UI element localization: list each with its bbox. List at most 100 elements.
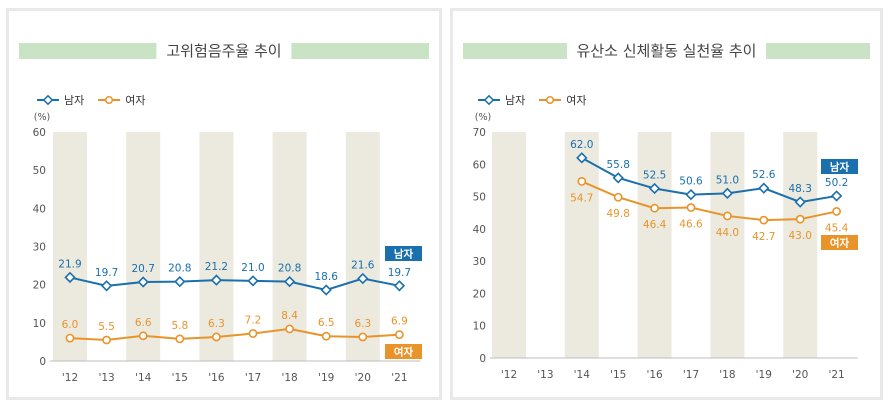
title-band-left xyxy=(463,43,573,59)
chart-title: 유산소 신체활동 실천율 추이 xyxy=(566,41,767,61)
data-label-male: 21.9 xyxy=(58,258,81,270)
y-tick-label: 60 xyxy=(473,159,486,171)
series-line-female xyxy=(581,180,837,222)
chart-panel-aerobic-activity: 유산소 신체활동 실천율 추이 남자 여자 0 10 20 30 40 50 60 70 (%)… xyxy=(450,8,883,400)
y-tick-label: 30 xyxy=(33,242,46,254)
x-tick-label: '21 xyxy=(391,372,407,384)
data-label-female: 5.8 xyxy=(171,320,188,332)
data-point-female xyxy=(358,332,368,342)
chart-title: 고위험음주율 추이 xyxy=(156,41,292,61)
y-tick-label: 50 xyxy=(473,192,486,204)
data-label-male: 21.0 xyxy=(241,262,264,274)
x-tick-label: '12 xyxy=(501,369,517,381)
data-label-female: 6.3 xyxy=(354,318,371,330)
column-band xyxy=(345,132,380,361)
data-label-male: 20.8 xyxy=(168,263,191,275)
y-tick-label: 30 xyxy=(473,256,486,268)
data-point-female xyxy=(613,192,623,202)
data-label-male: 20.7 xyxy=(132,263,155,275)
data-point-male xyxy=(830,190,843,202)
legend-label-female: 여자 xyxy=(566,94,587,107)
x-tick-label: '16 xyxy=(208,372,225,384)
y-tick-label: 40 xyxy=(33,203,46,215)
y-tick-label: 0 xyxy=(479,353,486,365)
title-band-left xyxy=(19,43,171,59)
data-point-female xyxy=(577,176,587,186)
x-tick-label: '14 xyxy=(574,369,591,381)
data-point-female xyxy=(722,211,732,221)
column-band xyxy=(53,132,87,361)
data-label-female: 6.0 xyxy=(62,319,79,331)
legend-label-female: 여자 xyxy=(125,94,146,107)
data-label-male: 48.3 xyxy=(789,183,812,195)
x-tick-label: '15 xyxy=(172,372,188,384)
data-label-male: 19.7 xyxy=(95,267,118,279)
x-tick-label: '20 xyxy=(355,372,371,384)
column-band xyxy=(564,132,599,358)
legend: 남자 여자 xyxy=(478,92,587,108)
data-point-male xyxy=(247,275,259,287)
data-label-female: 46.4 xyxy=(643,219,667,231)
line-chart-aerobic-activity: 0 10 20 30 40 50 60 70 (%) '12 '13 '14 '15 '16 '17 '18 '… xyxy=(473,112,858,381)
data-point-female xyxy=(795,214,805,224)
column-band xyxy=(710,132,745,358)
data-point-male xyxy=(320,284,332,296)
data-point-female xyxy=(65,333,75,343)
series-line-male xyxy=(69,276,400,292)
legend-item-male: 남자 xyxy=(37,92,84,108)
x-tick-label: '13 xyxy=(98,372,114,384)
y-tick-label: 70 xyxy=(473,127,486,139)
data-point-male xyxy=(612,172,624,184)
data-point-male xyxy=(100,280,113,292)
data-point-male xyxy=(648,182,661,195)
data-label-female: 6.5 xyxy=(318,317,335,329)
y-tick-label: 10 xyxy=(33,318,46,330)
data-point-male xyxy=(685,188,697,201)
data-label-female: 8.4 xyxy=(281,310,298,322)
data-point-male xyxy=(64,271,76,284)
line-chart-high-risk-drinking: 0 10 20 30 40 50 60 (%) '12 '13 '14 '15 '16 '17 '18 '19… xyxy=(33,112,422,384)
data-label-male: 19.7 xyxy=(388,267,411,279)
series-tag-label-male: 남자 xyxy=(394,248,414,261)
x-tick-label: '14 xyxy=(135,372,152,384)
title-band-right xyxy=(762,43,870,59)
chart-panel-high-risk-drinking: 고위험음주율 추이 남자 여자 0 10 20 30 40 50 60 (%) '12 '13 '1… xyxy=(6,8,442,400)
data-point-male xyxy=(210,274,223,286)
data-point-female xyxy=(686,203,696,212)
data-label-male: 21.6 xyxy=(351,260,375,272)
data-point-female xyxy=(138,331,148,341)
series-tag-female xyxy=(821,235,858,250)
data-point-male xyxy=(283,275,296,288)
legend-label-male: 남자 xyxy=(64,94,85,107)
column-band xyxy=(492,132,526,358)
series-tag-label-male: 남자 xyxy=(830,161,850,174)
column-band xyxy=(126,132,161,361)
data-point-female xyxy=(759,215,769,225)
x-tick-label: '13 xyxy=(537,369,553,381)
data-label-male: 21.2 xyxy=(205,261,228,273)
legend-item-male: 남자 xyxy=(478,92,525,108)
data-label-male: 51.0 xyxy=(716,174,739,186)
female-line-icon xyxy=(98,95,121,105)
x-tick-label: '17 xyxy=(245,372,261,384)
data-label-female: 6.3 xyxy=(208,318,225,330)
column-band xyxy=(783,132,818,358)
data-point-male xyxy=(393,280,406,292)
data-point-female xyxy=(321,331,331,341)
data-point-female xyxy=(394,330,404,340)
data-point-female xyxy=(285,324,294,334)
column-band xyxy=(199,132,234,361)
legend-item-female: 여자 xyxy=(539,92,587,108)
y-tick-label: 50 xyxy=(33,165,46,177)
column-band xyxy=(637,132,672,358)
series-tag-male xyxy=(385,246,422,261)
female-line-icon xyxy=(539,95,562,105)
data-label-male: 18.6 xyxy=(315,271,339,283)
data-label-female: 6.6 xyxy=(135,317,152,329)
data-point-male xyxy=(357,272,369,285)
x-tick-label: '18 xyxy=(281,372,297,384)
y-tick-label: 20 xyxy=(33,280,46,292)
x-tick-label: '21 xyxy=(828,369,844,381)
series-tag-male xyxy=(821,159,858,174)
title-band: 유산소 신체활동 실천율 추이 xyxy=(463,41,870,61)
